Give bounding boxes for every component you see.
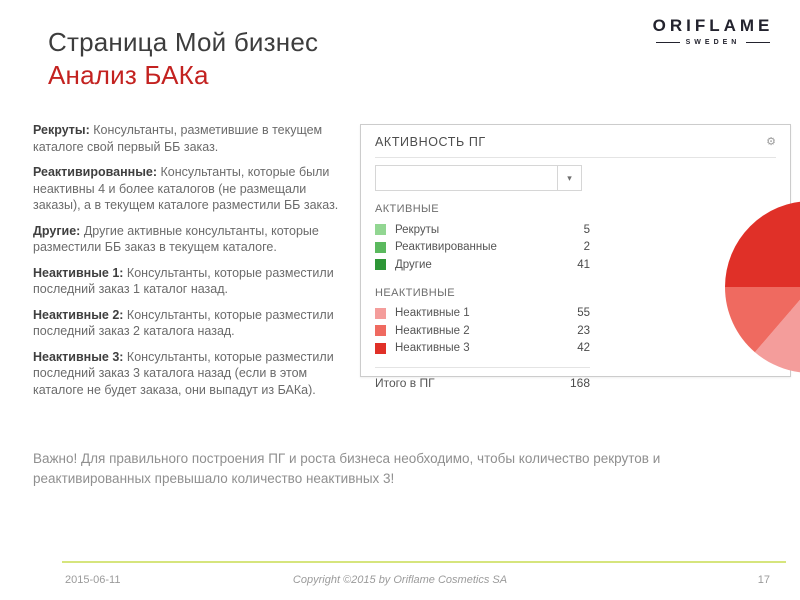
definition-term: Неактивные 1:	[33, 265, 124, 280]
slide-title: Страница Мой бизнес	[48, 27, 319, 57]
definition-item: Неактивные 1: Консультанты, которые разм…	[33, 265, 348, 298]
logo-wordmark: ORIFLAME	[652, 16, 774, 35]
chevron-down-icon: ▾	[567, 172, 572, 183]
legend-row: Неактивные 2 23	[375, 322, 590, 340]
legend-swatch	[375, 325, 386, 337]
legend-value: 2	[583, 241, 590, 254]
panel-header: АКТИВНОСТЬ ПГ ⚙	[375, 135, 776, 149]
pie-slice-4	[725, 287, 800, 353]
legend-value: 55	[577, 307, 590, 320]
pie-slice-3	[754, 299, 800, 373]
total-label: Итого в ПГ	[375, 376, 435, 390]
filter-dropdown[interactable]: ▾	[375, 165, 582, 191]
legend-swatch	[375, 224, 386, 236]
legend-label: Неактивные 2	[395, 324, 470, 337]
definition-text: Консультанты, которые разместили последн…	[33, 307, 334, 339]
legend-row: Реактивированные 2	[375, 239, 590, 257]
dropdown-value	[376, 166, 557, 190]
legend-label: Неактивные 3	[395, 342, 470, 355]
dropdown-button[interactable]: ▾	[557, 166, 581, 190]
definition-term: Другие:	[33, 223, 81, 238]
legend-gap	[375, 274, 590, 281]
legend-swatch	[375, 241, 386, 253]
legend-label: Реактивированные	[395, 241, 497, 254]
legend-value: 5	[583, 223, 590, 236]
footer-date: 2015-06-11	[65, 574, 121, 586]
oriflame-logo: ORIFLAME SWEDEN	[638, 16, 788, 46]
logo-sweden-row: SWEDEN	[638, 39, 788, 46]
slide-title-block: Страница Мой бизнес Анализ БАКа	[48, 26, 318, 92]
footer-copyright: Copyright ©2015 by Oriflame Cosmetics SA	[292, 574, 508, 586]
legend-row: Рекруты 5	[375, 221, 590, 239]
legend-swatch	[375, 259, 386, 271]
legend-row: Неактивные 1 55	[375, 305, 590, 323]
definition-term: Рекруты:	[33, 123, 90, 137]
definition-item: Неактивные 2: Консультанты, которые разм…	[33, 307, 348, 340]
legend-label: Другие	[395, 258, 432, 271]
legend-row: Неактивные 3 42	[375, 340, 590, 358]
definition-item: Рекруты: Консультанты, разметившие в тек…	[33, 122, 348, 155]
definition-text: Консультанты, разметившие в текущем ката…	[33, 123, 323, 154]
legend-value: 41	[577, 258, 590, 271]
activity-panel: АКТИВНОСТЬ ПГ ⚙ ▾ АКТИВНЫЕ Рекруты 5 Реа…	[360, 124, 800, 390]
legend-swatch	[375, 307, 386, 319]
gear-icon[interactable]: ⚙	[766, 135, 776, 148]
slide-subtitle: Анализ БАКа	[48, 60, 209, 90]
definition-term: Неактивные 2:	[33, 307, 124, 322]
definition-text: Консультанты, которые разместили последн…	[33, 265, 334, 297]
page-number: 17	[757, 574, 770, 586]
total-value: 168	[569, 376, 590, 390]
legend-group-header-active: АКТИВНЫЕ	[375, 203, 439, 215]
legend-label: Рекруты	[395, 223, 440, 236]
logo-rule-right	[746, 42, 771, 43]
important-note: Важно! Для правильного построения ПГ и р…	[33, 451, 661, 486]
legend-swatch	[375, 342, 386, 354]
legend-row: Другие 41	[375, 256, 590, 274]
total-row: Итого в ПГ 168	[375, 376, 590, 390]
pie-slice-5	[725, 201, 800, 287]
legend-group-header-inactive: НЕАКТИВНЫЕ	[375, 286, 456, 299]
definition-text: Консультанты, которые были неактивны 4 и…	[33, 165, 339, 212]
definition-text: Консультанты, которые разместили последн…	[33, 349, 334, 397]
definition-term: Неактивные 3:	[33, 349, 124, 364]
logo-sweden-label: SWEDEN	[685, 39, 741, 46]
definitions-list: Рекруты: Консультанты, разметившие в тек…	[33, 122, 348, 407]
panel-divider	[375, 157, 776, 158]
legend-value: 42	[577, 342, 590, 355]
footer-divider	[62, 561, 786, 563]
total-divider	[375, 367, 590, 368]
definition-item: Другие: Другие активные консультанты, ко…	[33, 223, 348, 256]
panel-title: АКТИВНОСТЬ ПГ	[375, 135, 486, 149]
legend: АКТИВНЫЕ Рекруты 5 Реактивированные 2 Др…	[375, 203, 590, 390]
definition-text: Другие активные консультанты, которые ра…	[33, 223, 319, 255]
legend-label: Неактивные 1	[395, 307, 470, 320]
definition-item: Реактивированные: Консультанты, которые …	[33, 164, 348, 214]
legend-value: 23	[577, 324, 590, 337]
definition-term: Реактивированные:	[33, 165, 157, 179]
logo-rule-left	[655, 42, 680, 43]
pie-chart	[725, 201, 800, 373]
definition-item: Неактивные 3: Консультанты, которые разм…	[33, 349, 348, 399]
